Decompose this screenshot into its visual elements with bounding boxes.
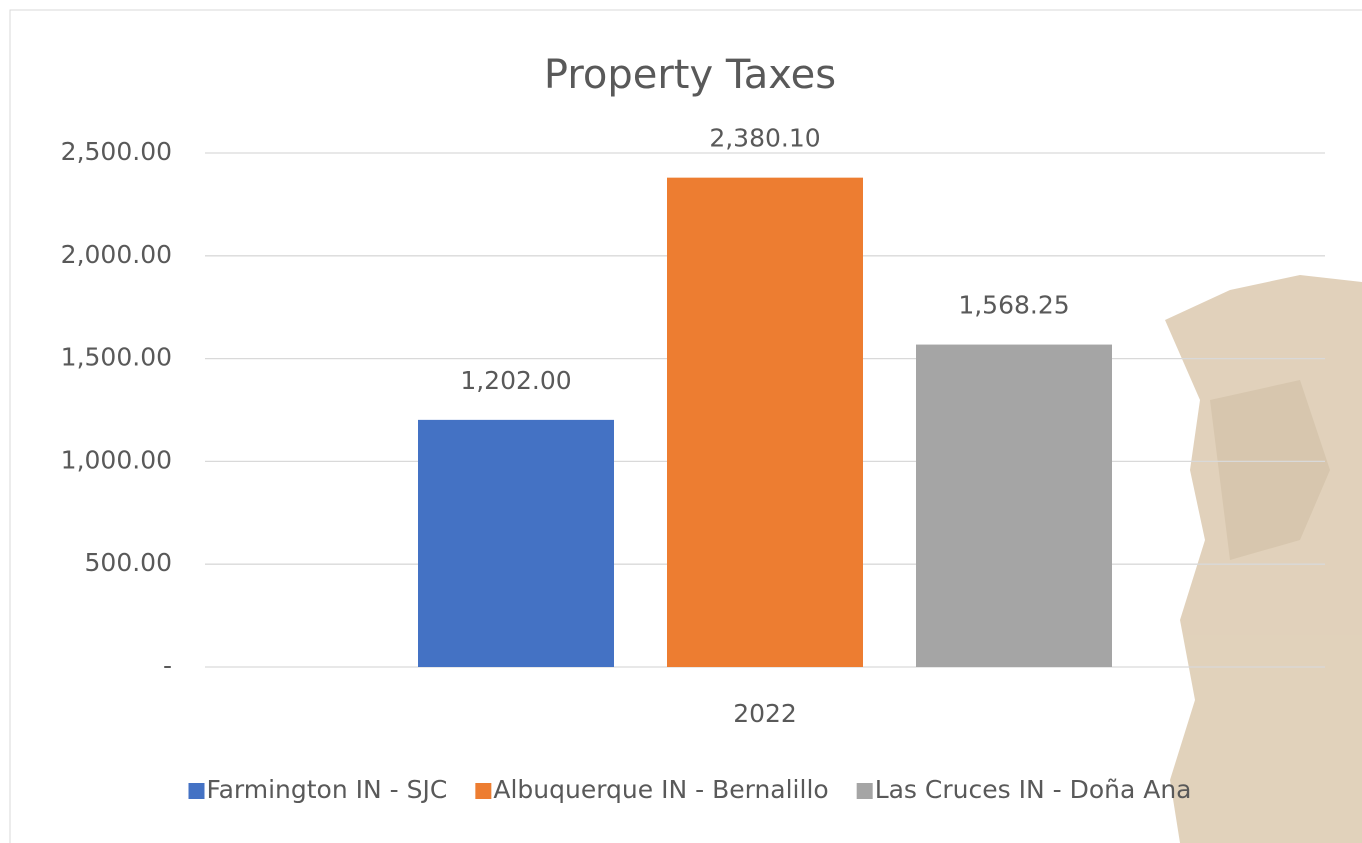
y-tick-label: 2,000.00	[61, 240, 172, 269]
legend-label: Las Cruces IN - Doña Ana	[875, 775, 1192, 804]
y-tick-label: 1,000.00	[61, 445, 172, 474]
legend-swatch	[475, 783, 492, 799]
y-tick-label: 1,500.00	[61, 343, 172, 372]
background-rock	[1165, 275, 1362, 843]
y-tick-label: 2,500.00	[61, 137, 172, 166]
legend-swatch	[188, 783, 205, 799]
data-label: 1,568.25	[958, 291, 1069, 320]
chart-title: Property Taxes	[544, 52, 836, 98]
data-label: 1,202.00	[460, 366, 571, 395]
x-tick-label: 2022	[733, 699, 797, 728]
bar	[667, 177, 863, 668]
bar	[418, 419, 614, 667]
legend-label: Albuquerque IN - Bernalillo	[493, 775, 828, 804]
legend-label: Farmington IN - SJC	[207, 775, 448, 804]
y-tick-label: -	[163, 651, 172, 680]
legend-swatch	[856, 783, 873, 799]
data-label: 2,380.10	[709, 124, 820, 153]
bar	[916, 344, 1112, 667]
y-tick-label: 500.00	[85, 548, 172, 577]
